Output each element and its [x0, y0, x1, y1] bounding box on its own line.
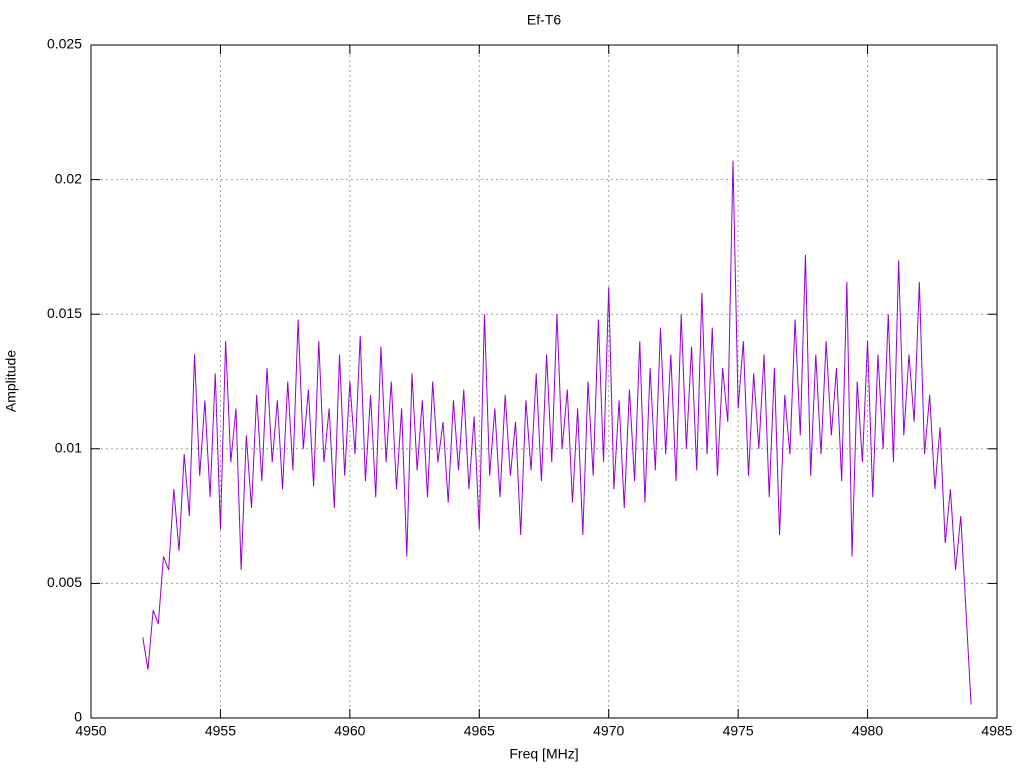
x-tick-label: 4970	[593, 723, 624, 739]
y-axis-label: Amplitude	[3, 350, 19, 412]
x-axis-label: Freq [MHz]	[509, 746, 578, 762]
x-tick-label: 4950	[75, 723, 106, 739]
y-tick-label: 0.01	[55, 440, 82, 456]
chart-title: Ef-T6	[527, 12, 561, 28]
y-tick-label: 0.005	[47, 574, 82, 590]
x-tick-label: 4975	[723, 723, 754, 739]
x-tick-label: 4965	[464, 723, 495, 739]
x-tick-label: 4960	[334, 723, 365, 739]
y-tick-label: 0.025	[47, 36, 82, 52]
plot-border	[90, 44, 998, 719]
x-tick-label: 4980	[852, 723, 883, 739]
x-tick-label: 4955	[205, 723, 236, 739]
x-tick-label: 4985	[981, 723, 1012, 739]
y-tick-label: 0	[74, 709, 82, 725]
y-tick-label: 0.015	[47, 305, 82, 321]
y-tick-label: 0.02	[55, 170, 82, 186]
data-line	[142, 160, 972, 705]
